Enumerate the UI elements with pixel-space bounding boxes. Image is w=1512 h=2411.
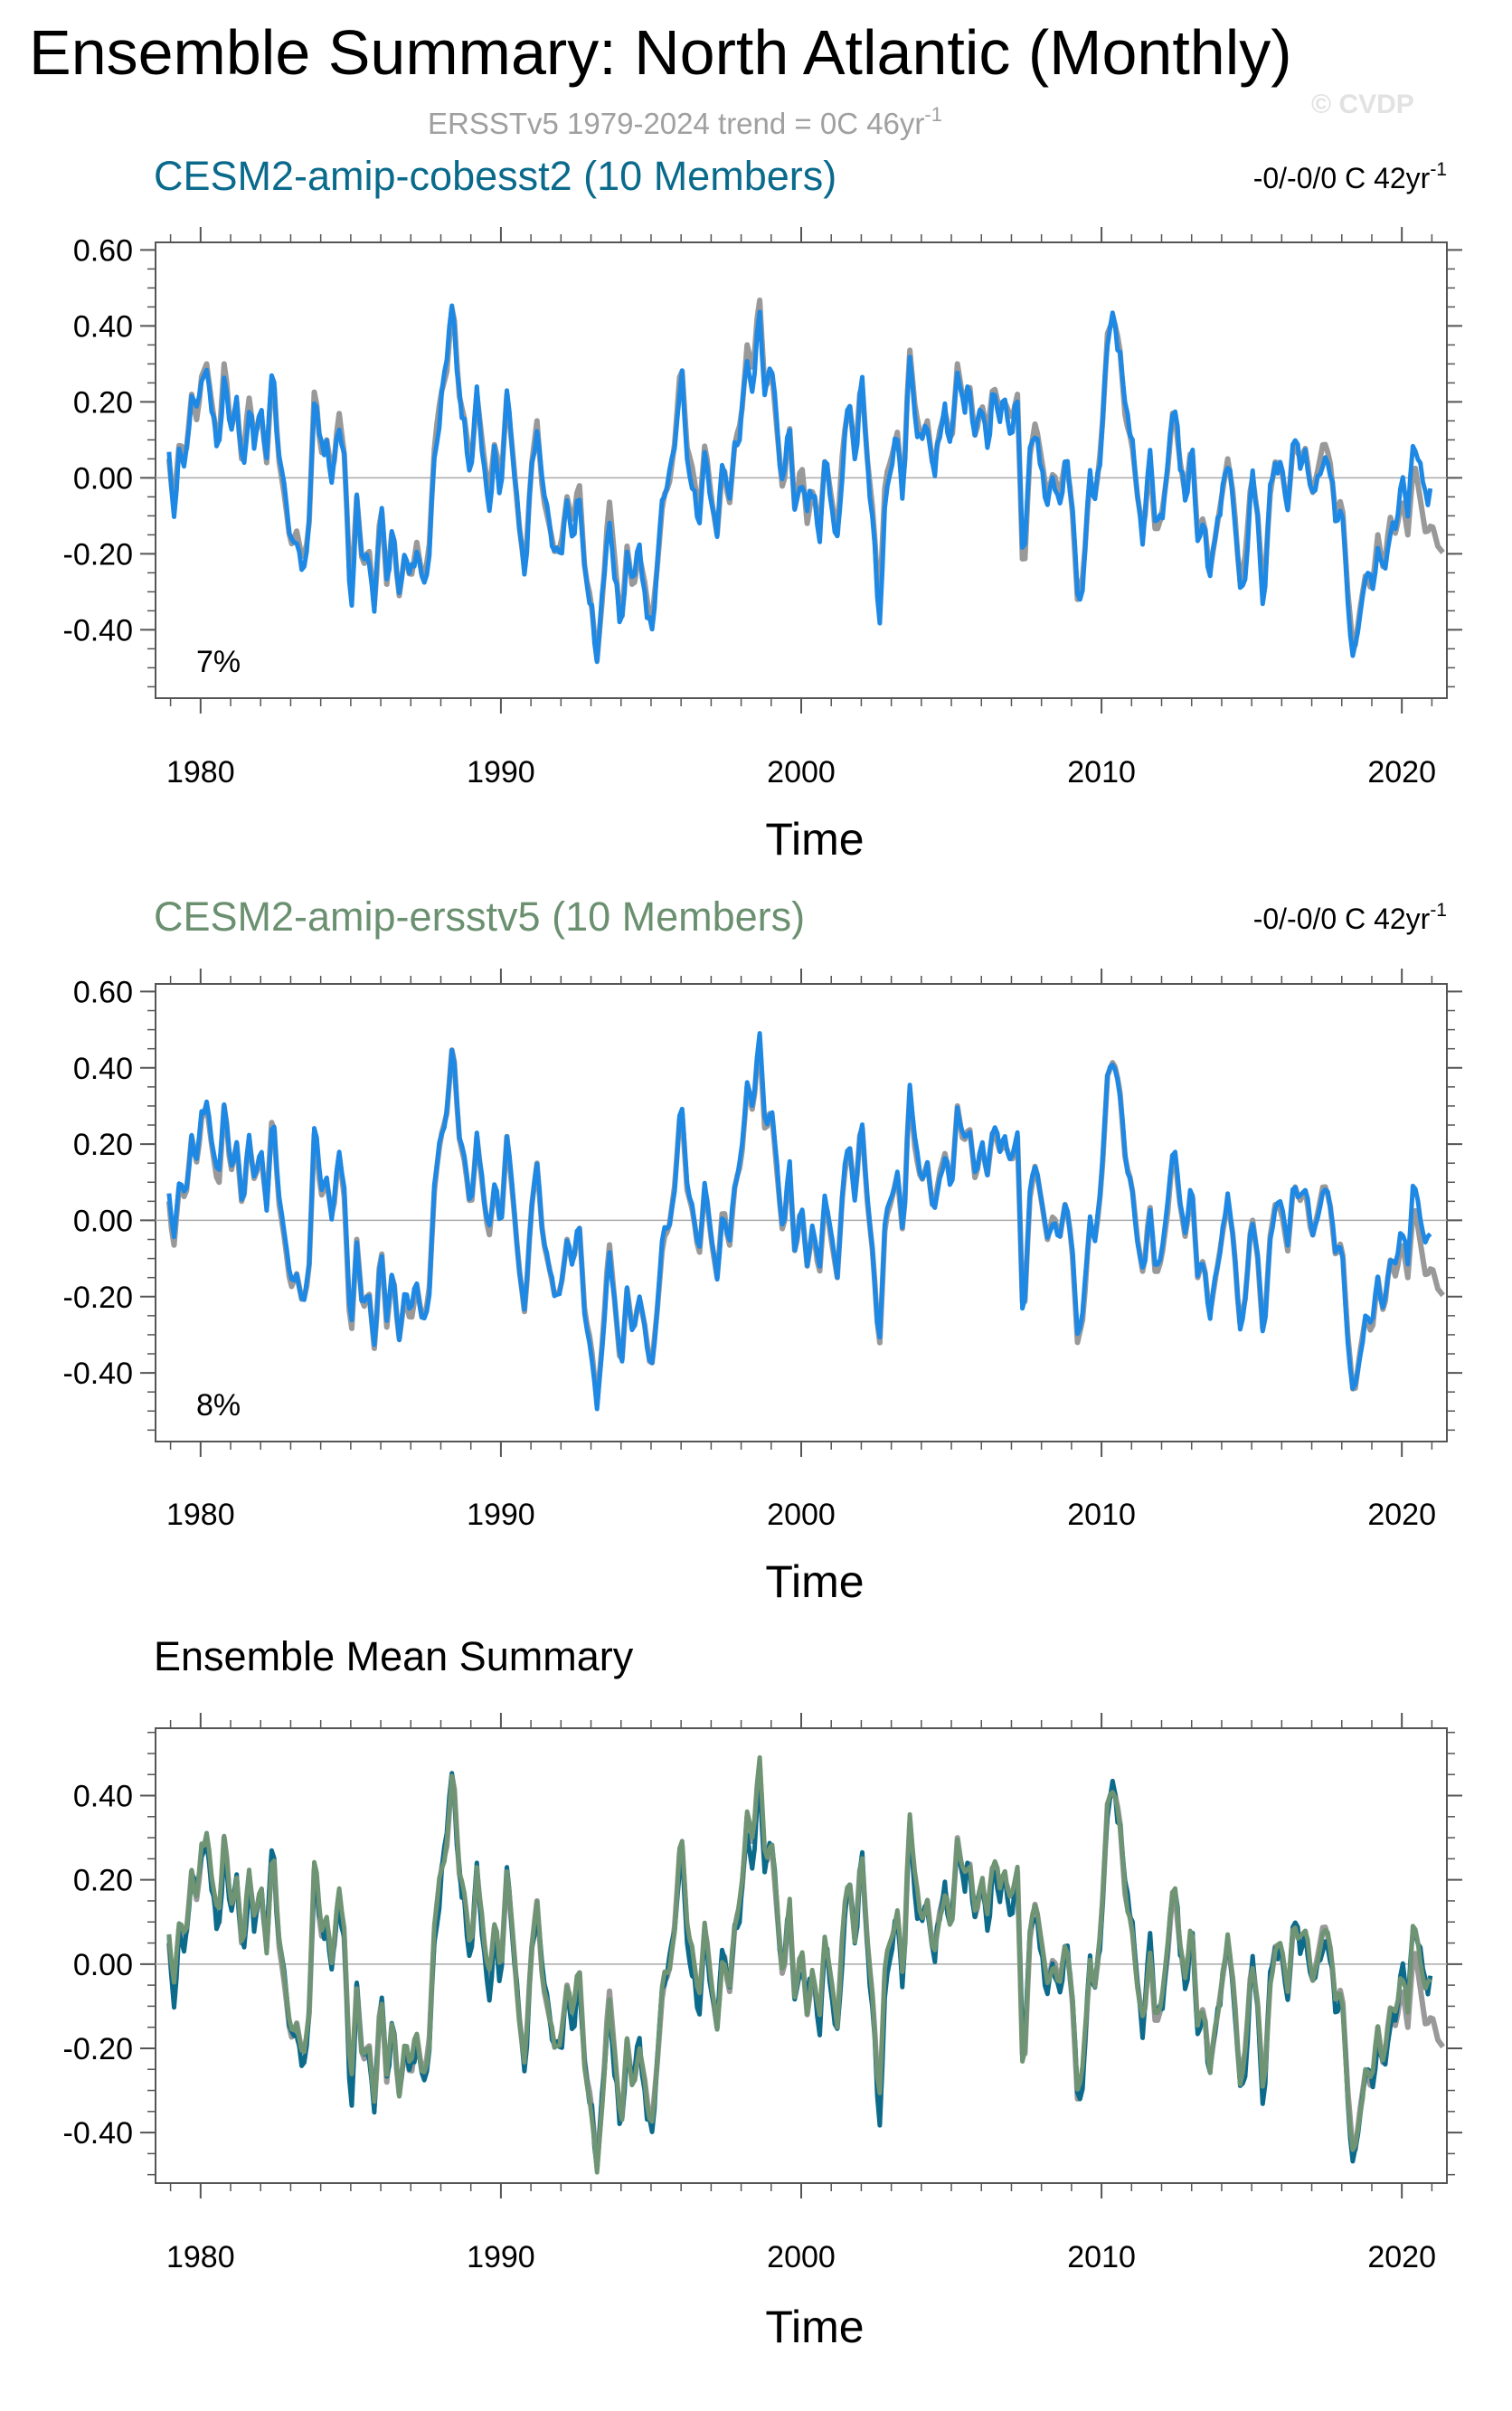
x-axis-label: Time bbox=[765, 2302, 864, 2352]
x-tick-label: 2000 bbox=[767, 755, 836, 789]
x-tick-label: 1980 bbox=[166, 755, 235, 789]
x-tick-label: 2020 bbox=[1367, 2240, 1436, 2274]
figure-title: Ensemble Summary: North Atlantic (Monthl… bbox=[29, 17, 1292, 88]
x-tick-label: 1990 bbox=[467, 755, 535, 789]
y-tick-label: 0.40 bbox=[73, 1052, 133, 1086]
y-tick-label: -0.40 bbox=[63, 613, 134, 648]
panel-trend-sup: -1 bbox=[1430, 900, 1447, 921]
figure-subtitle-sup: -1 bbox=[924, 103, 942, 126]
y-tick-label: 0.00 bbox=[73, 461, 133, 496]
figure-subtitle-main: ERSSTv5 1979-2024 trend = 0C 46yr bbox=[428, 107, 924, 140]
panel-percent: 8% bbox=[196, 1388, 241, 1423]
panel-ersstv5: CESM2-amip-ersstv5 (10 Members) -0/-0/0 C… bbox=[63, 893, 1462, 1607]
panel-trend-main: -0/-0/0 C 42yr bbox=[1253, 162, 1431, 194]
panel-cobesst2: CESM2-amip-cobesst2 (10 Members) -0/-0/0 … bbox=[63, 153, 1462, 865]
series-line-model2 bbox=[166, 1754, 1432, 2175]
x-tick-label: 2010 bbox=[1067, 1498, 1136, 1532]
panel-trend-main: -0/-0/0 C 42yr bbox=[1253, 903, 1431, 935]
x-tick-label: 2020 bbox=[1367, 1498, 1436, 1532]
panel-ensemble-mean: Ensemble Mean Summary -0.40 -0.20 0.00 0.20 0… bbox=[63, 1633, 1462, 2352]
y-tick-label: -0.20 bbox=[63, 537, 134, 572]
y-tick-label: 0.00 bbox=[73, 1948, 133, 1982]
x-tick-label: 1990 bbox=[467, 2240, 535, 2274]
y-tick-label: 0.00 bbox=[73, 1204, 133, 1238]
y-tick-label: 0.40 bbox=[73, 1780, 133, 1814]
panel-trend: -0/-0/0 C 42yr-1 bbox=[1253, 159, 1447, 194]
panel-title: Ensemble Mean Summary bbox=[154, 1633, 634, 1679]
x-tick-label: 2010 bbox=[1067, 2240, 1136, 2274]
panel-title: CESM2-amip-ersstv5 (10 Members) bbox=[154, 893, 805, 940]
panel-title: CESM2-amip-cobesst2 (10 Members) bbox=[154, 153, 836, 199]
y-tick-label: -0.40 bbox=[63, 2116, 134, 2151]
series-line-model bbox=[166, 303, 1433, 665]
x-axis-label: Time bbox=[765, 1556, 864, 1607]
x-tick-label: 2000 bbox=[767, 1498, 836, 1532]
y-tick-label: 0.60 bbox=[73, 975, 133, 1009]
panel-trend: -0/-0/0 C 42yr-1 bbox=[1253, 900, 1447, 935]
y-tick-label: -0.40 bbox=[63, 1357, 134, 1391]
y-tick-label: 0.20 bbox=[73, 1864, 133, 1898]
panel-percent: 7% bbox=[196, 645, 241, 679]
y-tick-label: 0.40 bbox=[73, 309, 133, 344]
y-tick-label: -0.20 bbox=[63, 1281, 134, 1315]
x-axis-label: Time bbox=[765, 814, 864, 865]
panel-trend-sup: -1 bbox=[1430, 159, 1447, 180]
y-tick-label: 0.60 bbox=[73, 233, 133, 268]
y-tick-label: -0.20 bbox=[63, 2032, 134, 2066]
x-tick-label: 1990 bbox=[467, 1498, 535, 1532]
x-tick-label: 2000 bbox=[767, 2240, 836, 2274]
x-tick-label: 2020 bbox=[1367, 755, 1436, 789]
y-tick-label: 0.20 bbox=[73, 1128, 133, 1162]
figure-subtitle: ERSSTv5 1979-2024 trend = 0C 46yr-1 bbox=[428, 103, 942, 140]
cvdp-watermark: © CVDP bbox=[1311, 90, 1414, 119]
x-tick-label: 2010 bbox=[1067, 755, 1136, 789]
y-tick-label: 0.20 bbox=[73, 385, 133, 420]
series-line-model bbox=[166, 1031, 1432, 1412]
x-tick-label: 1980 bbox=[166, 1498, 235, 1532]
x-tick-label: 1980 bbox=[166, 2240, 235, 2274]
